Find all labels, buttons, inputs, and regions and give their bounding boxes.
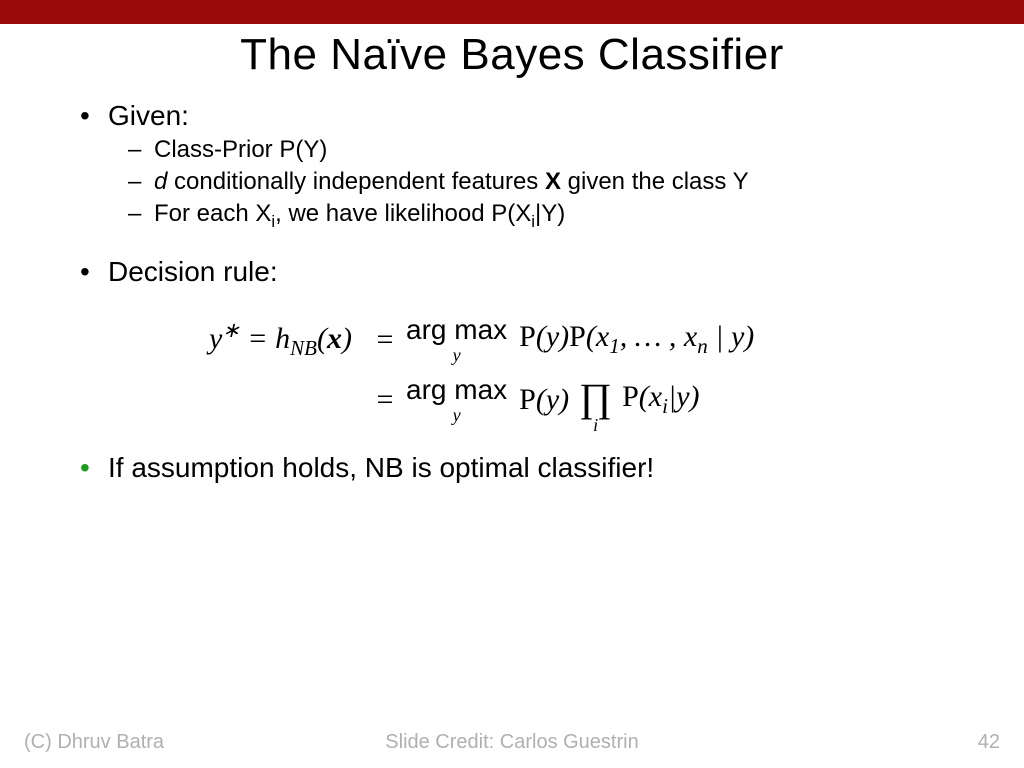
argmax-label-2: arg max bbox=[406, 376, 507, 404]
argmax-sub-1: y bbox=[453, 346, 461, 364]
text-given-y: given the class Y bbox=[561, 168, 749, 195]
text-for-each: For each X bbox=[154, 200, 271, 227]
eq-star: ∗ bbox=[222, 318, 240, 342]
bullet-optimal-label: If assumption holds, NB is optimal class… bbox=[108, 452, 654, 483]
prod-sub: i bbox=[593, 416, 598, 434]
eq-equals-3: = bbox=[370, 383, 400, 417]
bullet-given: Given: Class-Prior P(Y) d conditionally … bbox=[80, 100, 964, 232]
argmax-sub-2: y bbox=[453, 406, 461, 424]
equation-row-1: y∗ = hNB(x) = arg max y P(y)P(x1, … , xn… bbox=[110, 316, 964, 364]
top-accent-bar bbox=[0, 0, 1024, 24]
bullet-decision-label: Decision rule: bbox=[108, 256, 278, 287]
bullet-decision: Decision rule: bbox=[80, 256, 964, 288]
slide-body: Given: Class-Prior P(Y) d conditionally … bbox=[0, 80, 1024, 484]
slide-container: The Naïve Bayes Classifier Given: Class-… bbox=[0, 0, 1024, 768]
eq-y: y bbox=[209, 322, 222, 355]
sub-bullet-prior: Class-Prior P(Y) bbox=[128, 136, 964, 164]
slide-footer: (C) Dhruv Batra Slide Credit: Carlos Gue… bbox=[0, 731, 1024, 754]
bullet-optimal: If assumption holds, NB is optimal class… bbox=[80, 452, 964, 484]
eq-x: (x) bbox=[317, 322, 352, 355]
italic-d: d bbox=[154, 168, 167, 195]
argmax-label-1: arg max bbox=[406, 316, 507, 344]
footer-copyright: (C) Dhruv Batra bbox=[24, 731, 164, 754]
equation-lhs-blank bbox=[110, 383, 370, 417]
eq-nb: NB bbox=[290, 336, 317, 360]
footer-credit: Slide Credit: Carlos Guestrin bbox=[385, 731, 638, 754]
argmax-1: arg max y bbox=[406, 316, 507, 364]
bullet-given-label: Given: bbox=[108, 100, 189, 131]
eq-row1-rhs: P(y)P(x1, … , xn | y) bbox=[519, 320, 754, 359]
product-symbol: ∏ i bbox=[579, 378, 612, 434]
equation-row-2: = arg max y P(y) ∏ i P(xi|y) bbox=[110, 372, 964, 428]
equation-lhs: y∗ = hNB(x) bbox=[110, 318, 370, 361]
equation-rhs-2: arg max y P(y) ∏ i P(xi|y) bbox=[400, 372, 700, 428]
eq-equals-2: = bbox=[370, 323, 400, 357]
text-likelihood: , we have likelihood P(X bbox=[275, 200, 531, 227]
eq-pxi: P(xi|y) bbox=[622, 380, 699, 419]
equation-block: y∗ = hNB(x) = arg max y P(y)P(x1, … , xn… bbox=[110, 316, 964, 428]
eq-equals-1: = bbox=[240, 322, 275, 355]
eq-py: P(y) bbox=[519, 383, 569, 417]
footer-page-number: 42 bbox=[978, 731, 1000, 754]
bold-x: X bbox=[545, 168, 561, 195]
equation-rhs-1: arg max y P(y)P(x1, … , xn | y) bbox=[400, 316, 754, 364]
argmax-2: arg max y bbox=[406, 376, 507, 424]
sub-bullet-features: d conditionally independent features X g… bbox=[128, 168, 964, 196]
text-given-y2: |Y) bbox=[535, 200, 565, 227]
slide-title: The Naïve Bayes Classifier bbox=[0, 30, 1024, 80]
text-cond-indep: conditionally independent features bbox=[167, 168, 545, 195]
eq-h: h bbox=[275, 322, 290, 355]
sub-bullet-likelihood: For each Xi, we have likelihood P(Xi|Y) bbox=[128, 200, 964, 232]
prod-big: ∏ bbox=[579, 378, 612, 418]
